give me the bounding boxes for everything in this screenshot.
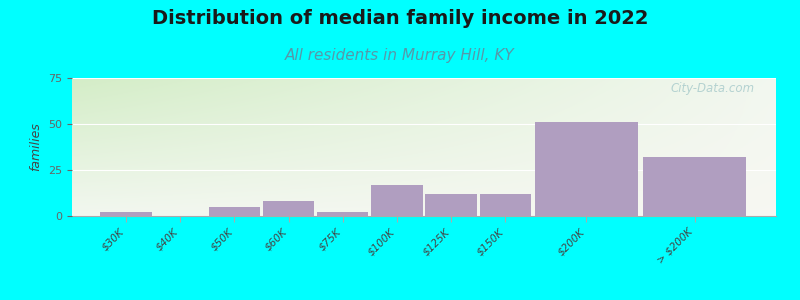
- Y-axis label: families: families: [30, 123, 42, 171]
- Bar: [209, 207, 260, 216]
- Bar: [371, 185, 422, 216]
- Bar: [535, 122, 638, 216]
- Bar: [479, 194, 531, 216]
- Text: Distribution of median family income in 2022: Distribution of median family income in …: [152, 9, 648, 28]
- Bar: [426, 194, 477, 216]
- Bar: [643, 157, 746, 216]
- Bar: [317, 212, 369, 216]
- Bar: [101, 212, 152, 216]
- Text: City-Data.com: City-Data.com: [670, 82, 755, 95]
- Bar: [263, 201, 314, 216]
- Text: All residents in Murray Hill, KY: All residents in Murray Hill, KY: [285, 48, 515, 63]
